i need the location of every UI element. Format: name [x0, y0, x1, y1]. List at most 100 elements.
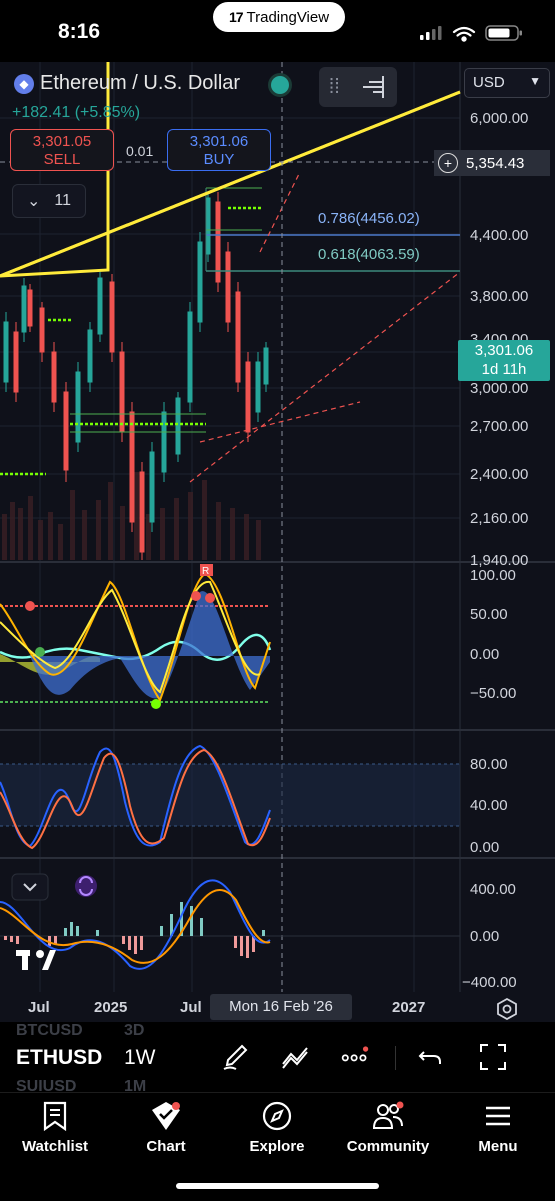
volume-profile-icon [363, 76, 385, 98]
sell-button[interactable]: 3,301.05 SELL [10, 129, 114, 171]
compass-icon [262, 1101, 292, 1131]
macd-collapse-button[interactable] [11, 873, 49, 901]
price-tick: 3,000.00 [470, 380, 528, 397]
market-status-icon[interactable] [271, 76, 289, 94]
buy-label: BUY [203, 151, 235, 168]
oscillator-2 [0, 744, 460, 850]
price-tick: 6,000.00 [470, 110, 528, 127]
tradingview-watermark-icon [16, 950, 56, 970]
macd-pane [0, 879, 460, 970]
undo-icon[interactable] [416, 1042, 446, 1072]
nav-watchlist[interactable]: Watchlist [5, 1100, 105, 1155]
current-timeframe[interactable]: 1W [124, 1046, 156, 1069]
menu-icon [486, 1106, 510, 1126]
macd-tick: 400.00 [470, 881, 516, 898]
price-tick: 3,800.00 [470, 288, 528, 305]
fib-618-label: 0.618(4063.59) [318, 246, 420, 263]
chevron-down-icon: ⌄ [26, 193, 41, 210]
chart-panel[interactable]: R 6,000.00 4,400.00 3,800.00 3,400.00 3,… [0, 62, 555, 992]
swap-arrows [79, 876, 93, 896]
nav-label: Menu [478, 1138, 518, 1155]
spread-value: 0.01 [126, 143, 154, 159]
oscillator-1: R [0, 564, 272, 709]
time-tick: 2025 [94, 999, 128, 1016]
bottom-nav [0, 1092, 555, 1201]
svg-text:R: R [202, 566, 209, 577]
macd-tick: 0.00 [470, 928, 499, 945]
osc2-tick: 80.00 [470, 756, 508, 773]
trendline-main [0, 90, 461, 278]
pane-separators [0, 62, 555, 992]
buy-button[interactable]: 3,301.06 BUY [167, 129, 271, 171]
nav-explore[interactable]: Explore [227, 1100, 327, 1155]
drag-handle-icon: ⁞⁞ [328, 75, 340, 98]
toolbar-handle[interactable]: ⁞⁞ [319, 67, 397, 107]
price-tick: 4,400.00 [470, 227, 528, 244]
time-tick: Jul [180, 999, 202, 1016]
home-indicator[interactable] [176, 1183, 379, 1189]
trendline-helper [96, 92, 460, 270]
nav-label: Chart [146, 1138, 186, 1155]
support-lines [0, 206, 262, 476]
nav-label: Explore [249, 1138, 305, 1155]
signal-icon [420, 26, 442, 40]
prev-timeframe: 3D [124, 1022, 145, 1039]
chart-settings-icon[interactable] [496, 998, 518, 1020]
brush-icon[interactable] [220, 1042, 250, 1072]
nav-menu[interactable]: Menu [448, 1100, 548, 1155]
nav-community[interactable]: Community [338, 1100, 438, 1155]
zone-lines [70, 187, 262, 433]
current-symbol[interactable]: ETHUSD [16, 1046, 103, 1069]
volume-bars [2, 472, 261, 560]
candles-up [3, 192, 269, 532]
sell-price: 3,301.05 [32, 133, 92, 150]
chevron-down-icon [23, 883, 37, 892]
pair-title[interactable]: ◆ Ethereum / U.S. Dollar [14, 72, 240, 95]
current-price-value: 3,301.06 [474, 342, 534, 359]
osc2-tick: 40.00 [470, 797, 508, 814]
fib-786-label: 0.786(4456.02) [318, 210, 420, 227]
nav-chart[interactable]: Chart [116, 1100, 216, 1155]
swap-icon[interactable] [75, 875, 97, 897]
tradingview-logo-icon: 17 [228, 9, 244, 25]
ethereum-icon: ◆ [14, 73, 34, 94]
watchlist-icon [43, 1101, 67, 1132]
next-symbol[interactable]: SUIUSD [16, 1078, 77, 1095]
community-icon [372, 1101, 404, 1129]
toolbar-divider [395, 1046, 396, 1070]
channel-lines [189, 171, 461, 483]
buy-price: 3,301.06 [189, 133, 249, 150]
symbol-strip[interactable] [0, 1022, 555, 1092]
price-tick: 2,400.00 [470, 466, 528, 483]
next-timeframe: 1M [124, 1078, 147, 1095]
osc1-tick: 50.00 [470, 606, 508, 623]
osc2-tick: 0.00 [470, 839, 499, 856]
chevron-down-icon: ▼ [529, 74, 541, 88]
price-change: +182.41 (+5.85%) [12, 104, 141, 121]
crosshair-price-label[interactable]: + 5,354.43 [434, 150, 550, 176]
chart-icon [152, 1102, 180, 1130]
bar-countdown: 1d 11h [481, 361, 527, 378]
prev-symbol[interactable]: BTCUSD [16, 1022, 83, 1039]
crosshair-price-value: 5,354.43 [466, 154, 525, 172]
indicators-toggle-button[interactable]: ⌄ 11 [12, 184, 86, 218]
macd-tick: −400.00 [462, 974, 517, 991]
sell-label: SELL [43, 151, 81, 168]
osc1-tick: −50.00 [470, 685, 516, 702]
more-tools-icon[interactable] [340, 1042, 370, 1072]
time-tick: 2027 [392, 999, 426, 1016]
osc1-tick: 100.00 [470, 567, 516, 584]
price-tick: 2,160.00 [470, 510, 528, 527]
add-alert-icon[interactable]: + [438, 153, 458, 173]
nav-label: Watchlist [21, 1138, 89, 1155]
fullscreen-icon[interactable] [478, 1042, 508, 1072]
wifi-icon [452, 26, 476, 42]
currency-select[interactable]: USD ▼ [464, 68, 550, 98]
status-icons [420, 25, 522, 42]
price-tick: 2,700.00 [470, 418, 528, 435]
time-tick: Jul [28, 999, 50, 1016]
tradingview-pill-label: TradingView [246, 8, 330, 26]
candles-down [13, 192, 251, 560]
tradingview-pill[interactable]: 17 TradingView [213, 2, 345, 32]
trend-tools-icon[interactable] [280, 1042, 310, 1072]
